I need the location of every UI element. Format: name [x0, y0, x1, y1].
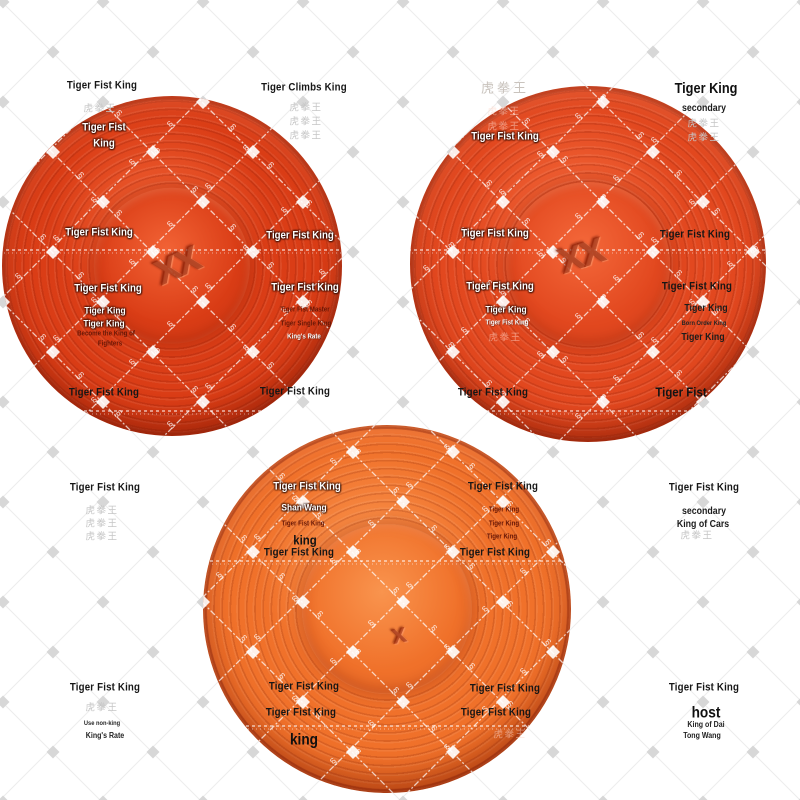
watermark-label: Tiger Single King	[280, 320, 332, 328]
watermark-label: King	[93, 137, 115, 150]
watermark-label: Tiger King	[83, 318, 125, 330]
watermark-label: Tiger Fist King	[281, 520, 325, 528]
watermark-label: Tiger Fist King	[459, 546, 531, 559]
cn-watermark-label: 虎拳王	[687, 118, 721, 130]
watermark-label: Tiger Fist King	[469, 682, 541, 695]
watermark-label: Tiger Fist King	[668, 681, 740, 694]
watermark-label: Tiger Fist King	[263, 546, 335, 559]
cn-watermark-label: 虎拳王	[85, 518, 119, 530]
watermark-label: Tiger Fist King	[65, 226, 133, 239]
cn-watermark-label: 虎拳王	[289, 116, 323, 128]
watermark-label: secondary	[681, 103, 727, 114]
cn-watermark-label: 虎拳王	[493, 729, 527, 741]
watermark-label: Born Order King	[681, 319, 727, 327]
cn-watermark-label: 虎拳王	[480, 80, 530, 96]
embossed-mark: XX	[552, 231, 608, 283]
watermark-label: Tiger Fist	[82, 121, 126, 134]
cn-watermark-label: 虎拳王	[85, 702, 119, 714]
embossed-mark: X	[388, 622, 408, 650]
watermark-label: Tiger Fist King	[273, 480, 341, 493]
watermark-label: Tiger King	[488, 520, 520, 528]
watermark-label: Tiger Fist King	[457, 386, 529, 399]
watermark-label: Tiger Climbs King	[261, 81, 347, 94]
cn-watermark-label: 虎拳王	[289, 102, 323, 114]
watermark-label: Tiger Fist King	[485, 319, 529, 327]
watermark-label: Tiger Fist King	[271, 281, 339, 294]
watermark-label: Tiger King	[486, 533, 518, 541]
watermark-label: Tong Wang	[683, 731, 721, 740]
watermark-label: secondary	[681, 506, 727, 517]
watermark-label: Tiger Fist King	[268, 680, 340, 693]
cn-watermark-label: 虎拳王	[488, 332, 522, 344]
watermark-label: Tiger Fist King	[66, 79, 138, 92]
watermark-label: Use non-king	[83, 719, 121, 727]
embossed-mark: XX	[147, 239, 205, 295]
watermark-label: Tiger Fist Master	[280, 306, 330, 314]
watermark-label: Tiger Fist King	[74, 282, 142, 295]
watermark-label: Tiger King	[84, 305, 126, 317]
watermark-label: host	[691, 704, 721, 722]
watermark-label: Tiger Fist King	[265, 706, 337, 719]
watermark-label: Tiger Fist King	[466, 280, 534, 293]
watermark-label: Tiger Fist King	[266, 229, 334, 242]
cn-watermark-label: 虎拳王	[85, 505, 119, 517]
watermark-label: Tiger King	[684, 303, 728, 314]
watermark-label: King of Cars	[676, 519, 730, 530]
watermark-label: Tiger King	[485, 304, 527, 316]
watermark-label: Tiger Fist King	[661, 280, 733, 293]
watermark-label: Tiger Fist King	[259, 385, 331, 398]
watermark-label: Shan Wang	[281, 502, 327, 514]
watermark-label: Tiger King	[681, 332, 725, 343]
watermark-label: Tiger Fist King	[69, 481, 141, 494]
watermark-label: king	[289, 731, 319, 749]
watermark-label: Tiger Fist King	[471, 130, 539, 143]
watermark-label: Tiger Fist	[655, 384, 707, 400]
cn-watermark-label: 虎拳王	[289, 130, 323, 142]
watermark-label: King's Rate	[85, 731, 125, 740]
cn-watermark-label: 虎拳王	[83, 103, 117, 115]
cn-watermark-label: 虎拳王	[487, 106, 521, 118]
watermark-label: king	[293, 532, 317, 548]
watermark-label: Tiger King	[674, 80, 738, 97]
watermark-label: Tiger Fist King	[467, 480, 539, 493]
watermark-label: Become the King of	[77, 330, 135, 338]
watermark-label: Tiger Fist King	[68, 386, 140, 399]
watermark-label: Tiger King	[488, 506, 520, 514]
watermark-label: King of Dai	[687, 720, 725, 729]
watermark-label: Tiger Fist King	[69, 681, 141, 694]
watermark-label: Tiger Fist King	[461, 227, 529, 240]
watermark-label: Tiger Fist King	[659, 228, 731, 241]
watermark-label: King's Rate	[287, 333, 321, 341]
watermark-label: Tiger Fist King	[460, 706, 532, 719]
cn-watermark-label: 虎拳王	[680, 530, 714, 542]
watermark-label: Tiger Fist King	[668, 481, 740, 494]
watermark-label: Fighters	[97, 340, 123, 348]
cn-watermark-label: 虎拳王	[687, 132, 721, 144]
cn-watermark-label: 虎拳王	[85, 531, 119, 543]
